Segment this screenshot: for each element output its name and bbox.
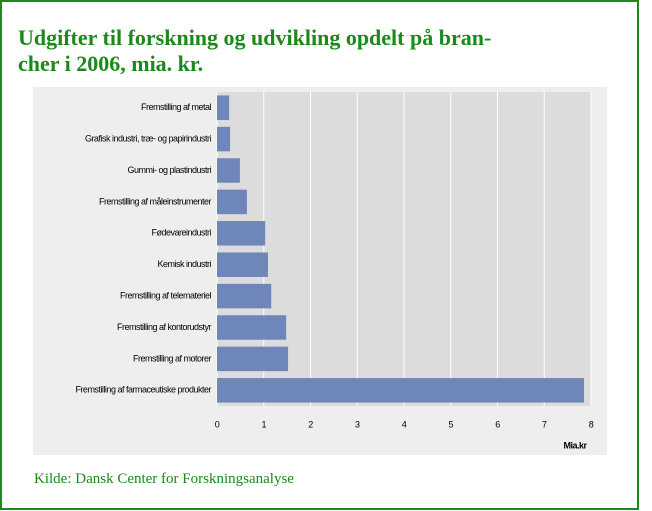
x-tick-label: 4 — [402, 419, 407, 429]
y-tick-label: Fremstilling af metal — [141, 102, 212, 112]
bar — [217, 315, 287, 340]
y-tick-label: Grafisk industri, træ- og papirindustri — [85, 133, 212, 143]
x-tick-label: 7 — [542, 419, 547, 429]
bar — [217, 252, 268, 277]
x-tick-label: 8 — [589, 419, 594, 429]
bar — [217, 189, 247, 215]
x-axis-label: Mia.kr — [563, 440, 587, 450]
x-tick-label: 3 — [355, 419, 360, 429]
bar — [217, 221, 266, 246]
x-tick-label: 5 — [448, 419, 453, 429]
bar — [217, 95, 230, 120]
chart-title: cher i 2006, mia. kr. — [18, 51, 203, 76]
x-tick-label: 0 — [215, 419, 220, 429]
bar — [217, 158, 240, 183]
y-tick-label: Fødevareindustri — [151, 228, 211, 238]
y-tick-label: Fremstilling af telemateriel — [120, 290, 212, 300]
source: Kilde: Dansk Center for Forskningsanalys… — [34, 471, 294, 487]
y-tick-label: Fremstilling af måleinstrumenter — [99, 196, 212, 206]
bar — [217, 346, 289, 372]
x-tick-label: 2 — [308, 419, 313, 429]
y-tick-label: Kemisk industri — [157, 259, 211, 269]
x-tick-label: 6 — [495, 419, 500, 429]
x-tick-label: 1 — [261, 419, 266, 429]
y-tick-label: Fremstilling af motorer — [133, 353, 212, 363]
y-tick-label: Gummi- og plastindustri — [127, 165, 211, 175]
bar — [217, 378, 584, 403]
bar — [217, 126, 231, 152]
bar — [217, 283, 272, 309]
chart-title: Udgifter til forskning og udvikling opde… — [18, 25, 491, 50]
y-tick-label: Fremstilling af kontorudstyr — [117, 322, 212, 332]
y-tick-label: Fremstilling af farmaceutiske produkter — [75, 385, 211, 395]
